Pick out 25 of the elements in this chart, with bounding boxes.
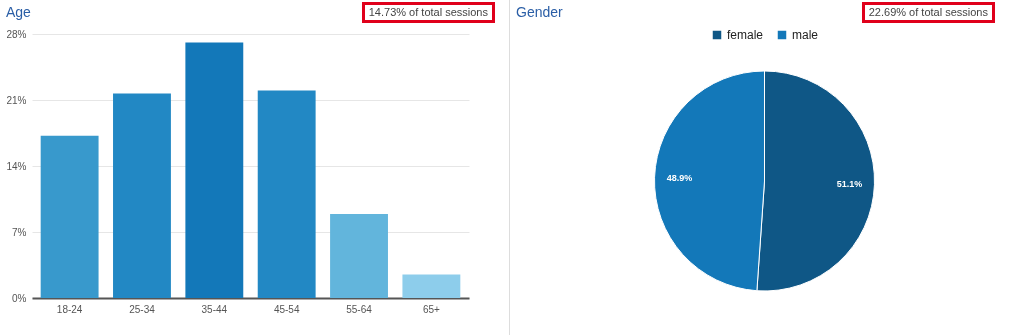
- legend-label: female: [727, 28, 764, 42]
- text: 14.73% of total sessions: [361, 2, 495, 23]
- bar: [257, 90, 316, 298]
- y-tick-label: 21%: [6, 94, 27, 106]
- data-label: 51.1%: [836, 178, 863, 189]
- x-tick-label: 45-54: [273, 303, 300, 315]
- bar: [40, 135, 99, 298]
- bar: [113, 93, 171, 298]
- text: Gender: [516, 4, 563, 20]
- bar: [185, 42, 244, 298]
- x-tick-label: 35-44: [201, 303, 228, 315]
- chart-title: Age: [6, 4, 31, 20]
- y-tick-label: 7%: [12, 226, 27, 238]
- x-tick-label: 55-64: [346, 303, 373, 315]
- y-tick-label: 14%: [6, 160, 27, 172]
- y-tick-label: 28%: [6, 28, 27, 40]
- bar: [330, 214, 388, 298]
- x-tick-label: 25-34: [129, 303, 156, 315]
- bar: [402, 274, 461, 298]
- text: 22.69% of total sessions: [861, 2, 995, 23]
- data-label: 48.9%: [666, 173, 693, 184]
- y-tick-label: 0%: [12, 292, 27, 304]
- x-tick-label: 65+: [422, 303, 441, 315]
- x-tick-label: 18-24: [56, 303, 83, 315]
- legend-label: male: [792, 28, 819, 42]
